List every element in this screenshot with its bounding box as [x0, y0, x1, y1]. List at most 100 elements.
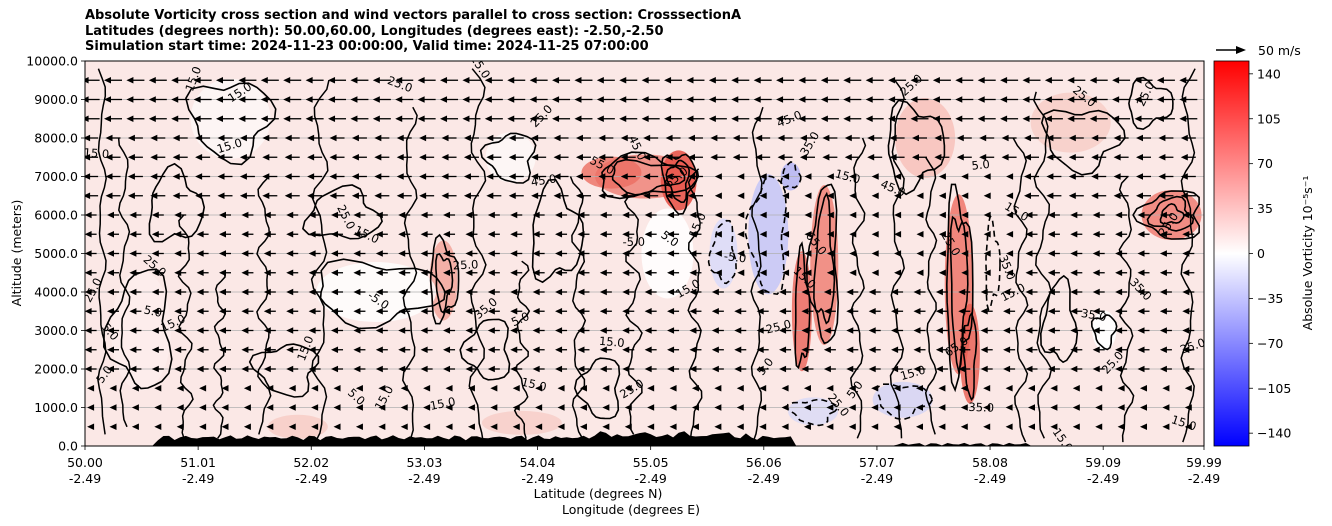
wind-vector-head-768: [486, 134, 494, 142]
wind-vector-head-723: [598, 154, 606, 161]
wind-vector-476: [667, 250, 680, 257]
wind-vector-442: [1025, 269, 1038, 276]
wind-vector-580: [759, 211, 767, 219]
contour-line-2: [660, 153, 698, 215]
wind-vector-head-939: [955, 77, 963, 84]
wind-vector-head-565: [420, 211, 428, 219]
wind-vector-head-494: [1070, 250, 1078, 257]
wind-vector-head-838: [932, 115, 940, 122]
contour-label-32: 5.0: [971, 157, 991, 173]
wind-vector-324: [622, 308, 635, 315]
wind-vector-head-216: [443, 346, 451, 353]
wind-vector-head-19: [512, 423, 520, 430]
wind-vector-119: [512, 385, 520, 392]
wind-vector-head-841: [1000, 115, 1008, 122]
wind-vector-544: [1070, 231, 1083, 238]
wind-vector-head-758: [262, 134, 270, 142]
wind-vector-head-821: [552, 115, 560, 122]
wind-vector-938: [932, 77, 951, 84]
colorbar-tick-label-2: 70: [1257, 156, 1273, 171]
wind-vector-380: [756, 288, 769, 296]
wind-vector-head-54: [176, 404, 184, 411]
wind-vector-832: [798, 115, 817, 122]
wind-vector-527: [689, 231, 702, 238]
wind-vector-787: [911, 134, 927, 142]
wind-vector-58: [266, 404, 274, 411]
wind-vector-568: [487, 211, 500, 219]
wind-vector-750: [85, 134, 99, 142]
contour-label-51: 25.0: [452, 257, 478, 272]
wind-vector-416: [443, 269, 456, 276]
wind-vector-258: [263, 327, 276, 334]
wind-vector-head-362: [353, 288, 361, 296]
wind-vector-298: [1159, 327, 1172, 334]
wind-vector-84: [848, 404, 856, 411]
x-tick-label-lon-8: -2.49: [974, 471, 1006, 486]
wind-vector-492: [1025, 250, 1038, 257]
wind-vector-head-151: [107, 365, 115, 373]
wind-vector-204: [174, 346, 187, 353]
wind-vector-83: [826, 404, 834, 411]
wind-vector-640: [983, 192, 991, 199]
wind-vector-head-3: [154, 423, 162, 430]
wind-vector-206: [219, 346, 232, 353]
wind-vector-head-934: [843, 77, 851, 84]
wind-vector-278: [711, 327, 724, 334]
wind-vector-230: [756, 346, 769, 353]
wind-vector-113: [378, 385, 386, 392]
chart-title-line-3: Simulation start time: 2024-11-23 00:00:…: [85, 39, 649, 54]
wind-vector-192: [1025, 365, 1038, 373]
contour-line-7: [945, 183, 974, 393]
contour-vline-14: [1033, 91, 1053, 439]
wind-vector-head-925: [641, 77, 649, 84]
wind-vector-head-1: [109, 423, 117, 430]
wind-vector-500: [85, 231, 97, 238]
wind-vector-44: [1072, 423, 1080, 430]
wind-vector-head-62: [355, 404, 363, 411]
wind-vector-head-327: [689, 308, 697, 315]
wind-vector-head-754: [172, 134, 180, 142]
x-axis-label-longitude: Longitude (degrees E): [562, 502, 700, 517]
wind-vector-head-905: [193, 77, 201, 84]
wind-vector-440: [983, 269, 991, 276]
wind-vector-head-933: [820, 77, 828, 84]
wind-vector-head-79: [736, 404, 744, 411]
wind-vector-801: [104, 115, 123, 122]
wind-vector-head-91: [1005, 404, 1013, 411]
wind-vector-551: [107, 211, 120, 219]
wind-vector-head-527: [689, 231, 697, 238]
wind-vector-head-236: [891, 346, 899, 353]
wind-vector-head-187: [913, 365, 921, 373]
wind-vector-490: [983, 250, 991, 257]
wind-vector-head-662: [351, 173, 359, 180]
wind-vector-head-720: [531, 154, 539, 161]
wind-vector-head-552: [129, 211, 137, 219]
wind-vector-744: [1068, 154, 1084, 161]
wind-vector-head-264: [398, 327, 406, 334]
wind-vector-189: [958, 365, 971, 373]
wind-vector-head-132: [803, 385, 811, 392]
wind-vector-head-826: [664, 115, 672, 122]
wind-vector-head-519: [510, 231, 518, 238]
wind-vector-521: [555, 231, 568, 238]
wind-vector-630: [759, 192, 767, 199]
wind-vector-head-485: [871, 250, 879, 257]
wind-vector-head-522: [577, 231, 585, 238]
wind-vector-714: [396, 154, 412, 161]
wind-vector-head-198: [1159, 365, 1167, 373]
wind-vector-208: [263, 346, 276, 353]
wind-vector-head-704: [172, 154, 180, 161]
wind-vector-87: [915, 404, 923, 411]
wind-vector-head-696: [1113, 173, 1121, 180]
wind-vector-828: [708, 115, 727, 122]
wind-vector-41: [1005, 423, 1013, 430]
wind-vector-95: [1095, 404, 1103, 411]
wind-vector-368: [487, 288, 500, 296]
wind-vector-507: [241, 231, 254, 238]
wind-vector-head-25: [647, 423, 655, 430]
wind-vector-405: [196, 269, 209, 276]
wind-vector-head-328: [711, 308, 719, 315]
wind-vector-head-896: [1112, 96, 1120, 103]
wind-vector-head-458: [263, 250, 271, 257]
wind-vector-589: [961, 211, 969, 219]
